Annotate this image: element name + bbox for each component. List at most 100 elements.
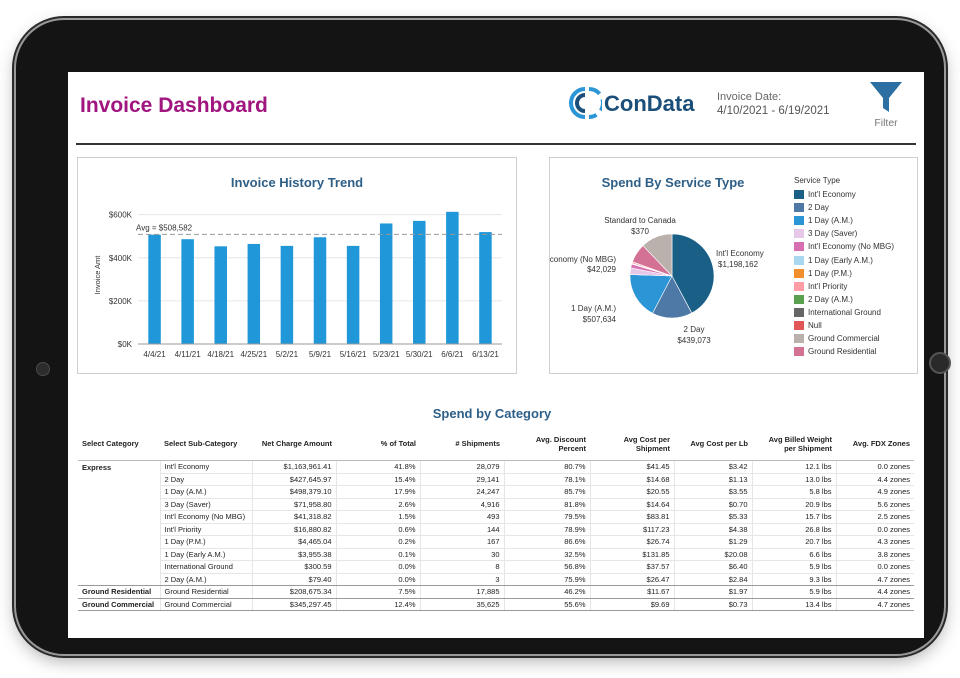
value-cell: $2.84 [673,573,752,586]
invoice-date-range[interactable]: 4/10/2021 - 6/19/2021 [717,105,830,117]
value-cell: $1.13 [673,473,752,486]
sub-category-cell: 1 Day (A.M.) [159,485,252,499]
tablet-frame: Invoice Dashboard ConData Invoice Date: … [16,20,951,654]
legend-item[interactable]: 2 Day (A.M.) [794,293,894,306]
home-button[interactable] [929,352,951,374]
table-row[interactable]: 1 Day (P.M.) $4,465.04 0.2% 167 86.6% $26.74 $… [78,535,914,549]
value-cell: 7.5% [335,585,420,599]
value-cell: 1.5% [335,510,420,524]
value-cell: $131.85 [589,548,674,561]
legend-item[interactable]: 3 Day (Saver) [794,227,894,240]
trend-bar[interactable] [413,220,426,344]
table-row[interactable]: Int'l Economy (No MBG) $41,318.82 1.5% 493 7… [78,510,914,524]
column-header[interactable]: Avg. FDX Zones [836,427,914,461]
trend-bar[interactable] [214,246,227,344]
value-cell: $498,379.10 [251,485,336,499]
value-cell: $0.73 [673,598,752,611]
column-header[interactable]: # Shipments [420,427,504,461]
column-header[interactable]: Avg Cost per Lb [674,427,752,461]
category-cell: Ground Commercial [78,598,160,611]
column-header[interactable]: Avg Cost per Shipment [590,427,674,461]
value-cell: 35,625 [419,598,504,611]
pie-data-label: $42,029 [587,265,616,274]
column-header[interactable]: Avg Billed Weight per Shipment [752,427,836,461]
legend-swatch [794,281,804,291]
column-header[interactable]: Select Sub-Category [160,427,252,461]
trend-bar[interactable] [346,245,360,344]
table-row[interactable]: Ground Commercial Ground Commercial $345,2… [78,598,914,611]
value-cell: $5.33 [673,510,752,524]
sub-category-cell: 2 Day [159,473,252,486]
table-row[interactable]: International Ground $300.59 0.0% 8 56.8% $37… [78,560,914,574]
x-tick-label: 5/23/21 [373,350,400,359]
value-cell: 12.4% [335,598,420,611]
value-cell: $20.08 [673,548,752,561]
filter-button[interactable]: Filter [868,80,904,129]
value-cell: $3,955.38 [251,548,336,561]
x-tick-label: 4/11/21 [175,350,202,359]
category-table-title: Spend by Category [432,406,552,421]
value-cell: 80.7% [503,460,590,474]
legend-label: 1 Day (P.M.) [808,268,852,278]
value-cell: 79.5% [503,510,590,524]
legend-item[interactable]: 1 Day (Early A.M.) [794,253,894,266]
value-cell: 32.5% [503,548,590,561]
trend-bar[interactable] [148,234,161,344]
table-row[interactable]: 3 Day (Saver) $71,958.80 2.6% 4,916 81.8% $14… [78,498,914,511]
value-cell: 75.9% [503,573,590,586]
legend-item[interactable]: Ground Commercial [794,332,894,345]
sub-category-cell: 1 Day (Early A.M.) [159,548,252,561]
legend-item[interactable]: 1 Day (A.M.) [794,214,894,227]
table-row[interactable]: 2 Day $427,645.97 15.4% 29,141 78.1% $14.68 $1… [78,473,914,486]
value-cell: $3.55 [673,485,752,499]
value-cell: 17,885 [419,585,504,599]
x-tick-label: 4/4/21 [143,350,166,359]
table-row[interactable]: 1 Day (A.M.) $498,379.10 17.9% 24,247 85.7% $… [78,485,914,499]
category-cell [78,498,160,511]
legend-label: Ground Commercial [808,334,880,344]
trend-chart-title: Invoice History Trend [230,175,364,190]
trend-bar[interactable] [181,239,194,344]
sub-category-cell: Ground Residential [159,585,252,599]
column-header[interactable]: Avg. Discount Percent [504,427,590,461]
table-row[interactable]: Int'l Priority $16,880.82 0.6% 144 78.9% $117… [78,523,914,536]
value-cell: 493 [419,510,504,524]
pie-slice[interactable] [642,233,673,277]
legend-item[interactable]: International Ground [794,306,894,319]
legend-item[interactable]: Null [794,319,894,332]
pie-chart-panel: Spend By Service Type Standard to Canada… [549,157,918,374]
pie-legend: Service Type Int'l Economy 2 Day 1 Day (A.… [794,176,894,358]
pie-slice[interactable] [671,233,715,314]
pie-slice[interactable] [629,274,673,314]
value-cell: $11.67 [589,585,674,599]
trend-bar[interactable] [313,237,327,344]
legend-swatch [794,307,804,317]
trend-bar[interactable] [479,232,492,344]
legend-item[interactable]: Int'l Priority [794,280,894,293]
column-header[interactable]: % of Total [336,427,420,461]
value-cell: $14.68 [589,473,674,486]
table-row[interactable]: Express Int'l Economy $1,163,961.41 41.8% 28… [78,460,914,474]
table-row[interactable]: 1 Day (Early A.M.) $3,955.38 0.1% 30 32.5% $1… [78,548,914,561]
trend-bar[interactable] [379,223,393,344]
value-cell: 20.7 lbs [751,535,836,549]
legend-item[interactable]: Int'l Economy (No MBG) [794,240,894,253]
legend-item[interactable]: 2 Day [794,201,894,214]
table-row[interactable]: 2 Day (A.M.) $79.40 0.0% 3 75.9% $26.47 $2.84 9… [78,573,914,586]
legend-item[interactable]: Int'l Economy [794,188,894,201]
value-cell: $117.23 [589,523,674,536]
column-header[interactable]: Select Category [78,427,160,461]
value-cell: 0.1% [335,548,420,561]
trend-bar[interactable] [446,211,459,344]
trend-bar[interactable] [247,243,261,344]
legend-item[interactable]: Ground Residential [794,345,894,358]
legend-swatch [794,229,804,239]
value-cell: 9.3 lbs [751,573,836,586]
legend-item[interactable]: 1 Day (P.M.) [794,267,894,280]
value-cell: 46.2% [503,585,590,599]
column-header[interactable]: Net Charge Amount [252,427,336,461]
trend-bar[interactable] [280,245,294,344]
table-row[interactable]: Ground Residential Ground Residential $208… [78,585,914,599]
value-cell: $0.70 [673,498,752,511]
legend-swatch [794,242,804,252]
